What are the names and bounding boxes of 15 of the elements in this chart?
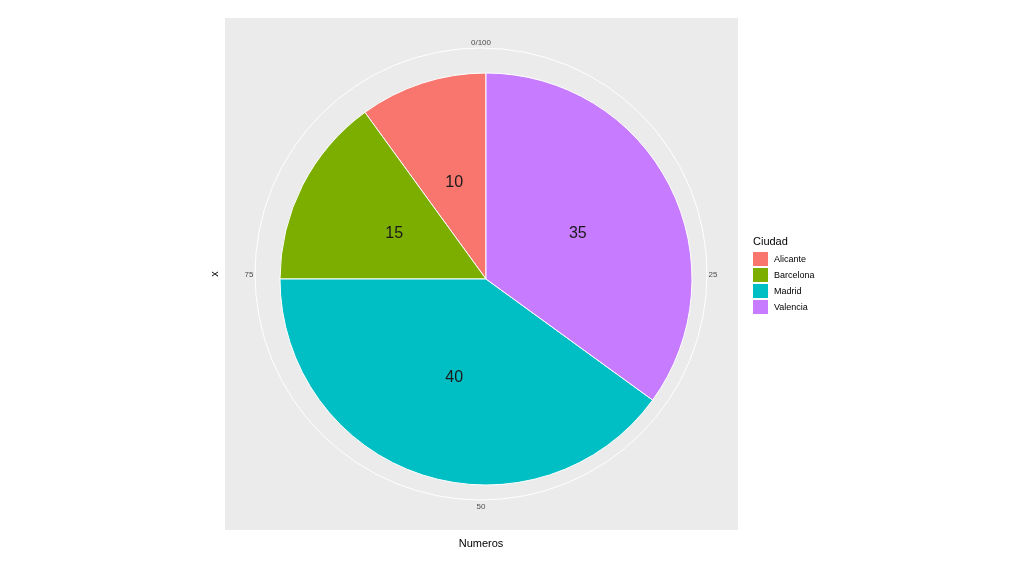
legend-label: Barcelona <box>774 270 815 280</box>
text: x <box>208 270 220 277</box>
legend-label: Alicante <box>774 254 807 264</box>
data-label: 40 <box>445 368 464 386</box>
text: Numeros <box>458 537 504 549</box>
text: 50 <box>476 501 486 511</box>
text: 25 <box>708 269 718 279</box>
legend-title: Ciudad <box>753 235 789 247</box>
text: 0/100 <box>470 37 492 47</box>
data-label: 15 <box>385 223 404 241</box>
data-label: 35 <box>568 223 587 241</box>
legend-label: Valencia <box>774 302 808 312</box>
data-label: 10 <box>445 172 464 190</box>
legend-label: Madrid <box>774 286 802 296</box>
text: 75 <box>244 269 254 279</box>
